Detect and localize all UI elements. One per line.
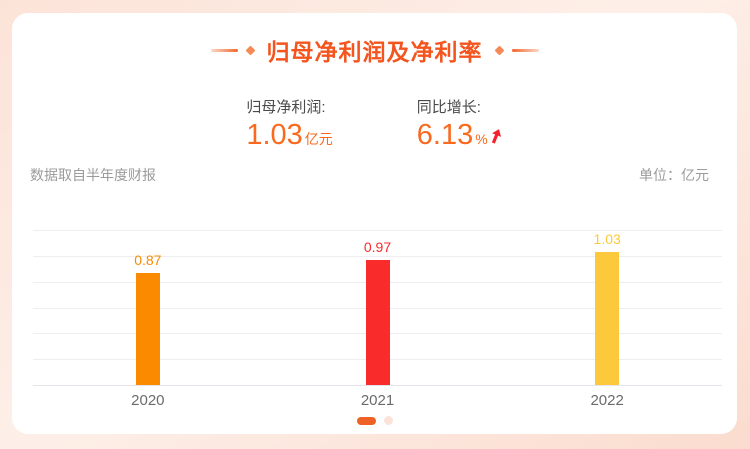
bar-value-label-2020: 0.87 — [134, 251, 162, 268]
stat-yoy-growth-unit: % — [475, 131, 488, 147]
page-title: 归母净利润及净利率 — [266, 39, 483, 65]
pagination-dots — [12, 416, 737, 425]
trend-up-arrow-icon — [489, 128, 503, 150]
stat-net-profit: 归母净利润: 1.03 亿元 — [246, 99, 332, 150]
stat-yoy-growth: 同比增长: 6.13% — [417, 99, 503, 150]
gridline — [33, 230, 722, 231]
bar-2020[interactable] — [135, 272, 160, 385]
stats-row: 归母净利润: 1.03 亿元 同比增长: 6.13% — [12, 99, 737, 150]
title-decoration-line-left — [210, 48, 238, 52]
stat-yoy-growth-value: 6.13 — [416, 119, 474, 151]
stat-yoy-growth-value-row: 6.13% — [417, 120, 503, 150]
stat-net-profit-label: 归母净利润: — [246, 99, 326, 116]
gridline — [33, 255, 722, 257]
pagination-dot-1[interactable] — [383, 416, 393, 425]
meta-row: 数据取自半年度财报 单位：亿元 — [30, 165, 709, 185]
title-decoration-diamond-left — [245, 45, 255, 55]
stat-net-profit-value-row: 1.03 亿元 — [246, 120, 332, 150]
title-row: 归母净利润及净利率 — [12, 33, 737, 67]
bar-2022[interactable] — [595, 251, 620, 385]
bar-value-label-2022: 1.03 — [593, 230, 621, 247]
x-axis-label-2020: 2020 — [131, 392, 165, 409]
x-axis-line — [33, 385, 722, 386]
pagination-dot-0-active[interactable] — [356, 416, 376, 425]
x-axis-label-2022: 2022 — [590, 392, 624, 409]
stat-net-profit-unit: 亿元 — [304, 131, 333, 147]
bar-chart: 0.87 2020 0.97 2021 1.03 2022 — [33, 230, 722, 409]
stat-yoy-growth-label: 同比增长: — [416, 99, 481, 116]
bar-2021[interactable] — [365, 259, 390, 385]
chart-card: 归母净利润及净利率 归母净利润: 1.03 亿元 同比增长: 6.13% 数据取自… — [12, 13, 737, 434]
bar-value-label-2021: 0.97 — [363, 238, 392, 255]
data-source-note: 数据取自半年度财报 — [30, 167, 156, 183]
title-decoration-line-right — [511, 48, 539, 52]
stat-net-profit-value: 1.03 — [246, 119, 303, 151]
unit-note: 单位：亿元 — [639, 167, 709, 183]
x-axis-label-2021: 2021 — [360, 392, 395, 409]
title-decoration-diamond-right — [494, 45, 504, 55]
